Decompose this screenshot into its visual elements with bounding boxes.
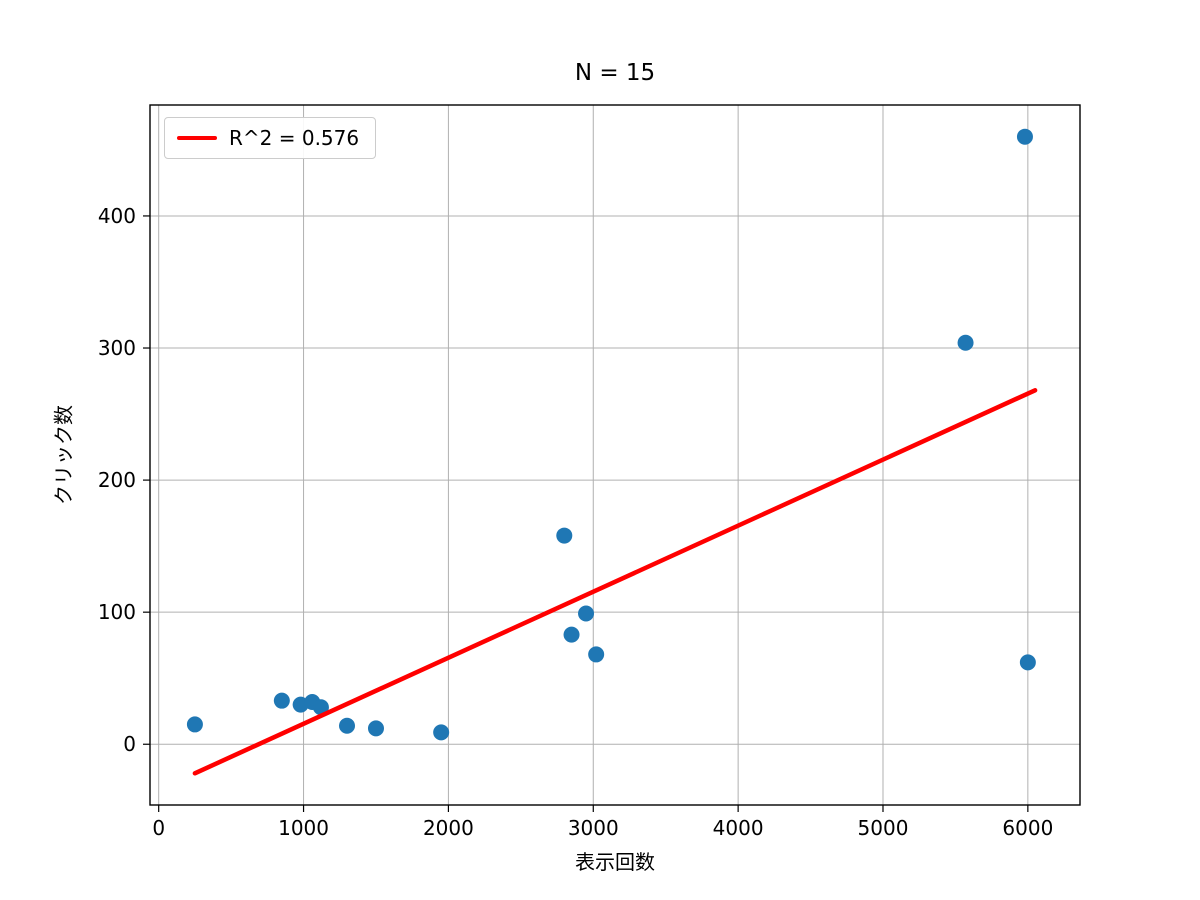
scatter-point [312,699,329,716]
scatter-point [563,626,580,643]
scatter-point [957,334,974,351]
scatter-point [1019,654,1036,671]
y-tick-label: 300 [98,336,136,360]
y-tick-label: 100 [98,600,136,624]
scatter-point [588,646,605,663]
legend-regression-line-swatch [177,136,217,140]
y-tick-label: 200 [98,468,136,492]
legend: R^2 = 0.576 [164,117,377,159]
x-tick-label: 3000 [568,816,619,840]
scatter-point [186,716,203,733]
x-tick-label: 2000 [423,816,474,840]
x-tick-label: 5000 [858,816,909,840]
chart-title: N = 15 [574,60,656,86]
scatter-point [339,717,356,734]
plot-area: 0 1000 2000 3000 4000 5000 6000 0 100 200 300 400 [98,104,1081,840]
scatter-point [367,720,384,737]
y-tick-label: 0 [123,732,136,756]
scatter-point [1016,128,1033,145]
x-tick-label: 6000 [1002,816,1053,840]
scatter-point [433,724,450,741]
x-tick-label: 4000 [713,816,764,840]
x-tick-label: 1000 [278,816,329,840]
plot-border [149,104,1081,806]
scatter-point [578,605,595,622]
regression-line [192,388,1038,776]
x-tick-label: 0 [152,816,165,840]
y-tick-label: 400 [98,204,136,228]
scatter-point [556,527,573,544]
legend-label: R^2 = 0.576 [229,126,360,150]
scatter-point [273,692,290,709]
x-axis-label: 表示回数 [575,850,655,874]
y-axis-label: クリック数 [51,405,76,505]
